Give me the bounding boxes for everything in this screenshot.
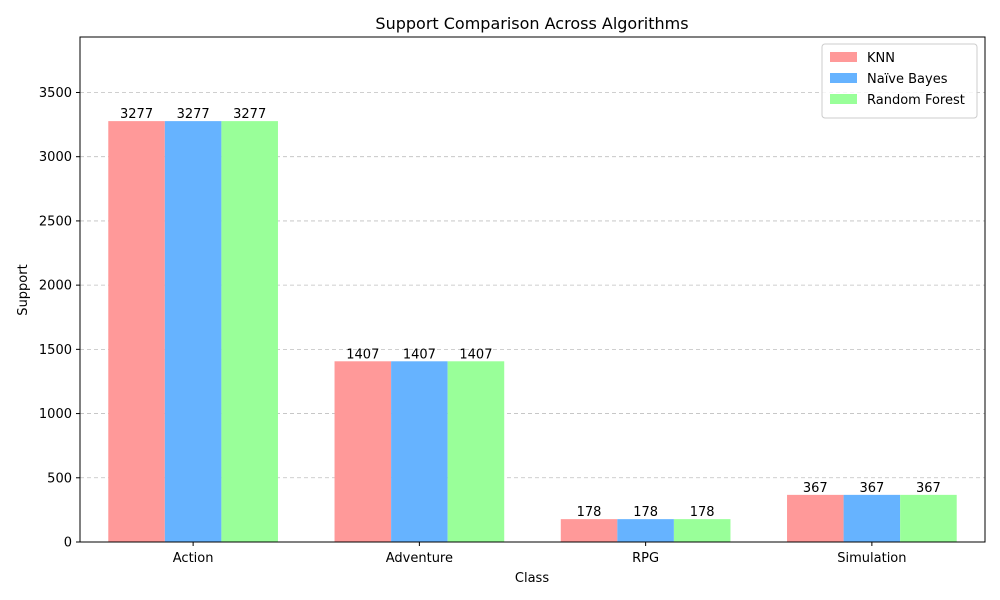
y-tick-label: 1000 bbox=[39, 407, 72, 422]
data-label: 3277 bbox=[120, 107, 153, 122]
data-label: 367 bbox=[916, 481, 941, 496]
y-tick-label: 2000 bbox=[39, 279, 72, 294]
bar bbox=[164, 121, 222, 543]
x-tick-label: RPG bbox=[632, 551, 659, 566]
y-axis: 0 500 1000 1500 2000 2500 3000 3500 bbox=[39, 86, 80, 551]
legend-label: Naïve Bayes bbox=[867, 72, 948, 87]
legend-swatch bbox=[830, 52, 857, 62]
legend-label: KNN bbox=[867, 51, 895, 66]
y-tick-label: 2500 bbox=[39, 214, 72, 229]
bars bbox=[108, 121, 957, 543]
legend-box bbox=[821, 43, 978, 119]
bar bbox=[391, 361, 448, 542]
data-label: 178 bbox=[633, 505, 658, 520]
bar bbox=[447, 361, 505, 542]
data-label: 3277 bbox=[233, 107, 266, 122]
x-tick-label: Simulation bbox=[837, 551, 906, 566]
bar bbox=[617, 519, 674, 542]
data-label: 178 bbox=[690, 505, 715, 520]
plot-frame bbox=[79, 36, 986, 543]
data-label: 367 bbox=[859, 481, 884, 496]
legend-swatch bbox=[830, 94, 857, 104]
data-label: 178 bbox=[577, 505, 602, 520]
legend: KNN Naïve Bayes Random Forest bbox=[821, 43, 978, 119]
data-labels: 3277 3277 3277 1407 1407 1407 178 178 178 367 367 3… bbox=[120, 107, 941, 520]
data-label: 367 bbox=[803, 481, 828, 496]
bar bbox=[334, 361, 392, 542]
data-label: 1407 bbox=[403, 347, 436, 362]
y-tick-label: 3500 bbox=[39, 86, 72, 101]
x-tick-label: Adventure bbox=[386, 551, 453, 566]
bar bbox=[673, 519, 731, 542]
y-tick-label: 3000 bbox=[39, 150, 72, 165]
data-label: 3277 bbox=[177, 107, 210, 122]
x-tick-label: Action bbox=[173, 551, 214, 566]
chart-title: Support Comparison Across Algorithms bbox=[375, 14, 688, 33]
x-axis: Action Adventure RPG Simulation bbox=[173, 542, 907, 566]
bar bbox=[108, 121, 165, 543]
y-tick-label: 1500 bbox=[39, 343, 72, 358]
y-axis-label: Support bbox=[16, 264, 31, 315]
bar bbox=[900, 494, 957, 542]
data-label: 1407 bbox=[459, 347, 492, 362]
data-label: 1407 bbox=[346, 347, 379, 362]
bar bbox=[787, 494, 844, 542]
legend-label: Random Forest bbox=[867, 93, 965, 108]
legend-swatch bbox=[830, 73, 857, 83]
x-axis-label: Class bbox=[515, 571, 549, 586]
y-tick-label: 0 bbox=[64, 536, 72, 551]
y-tick-label: 500 bbox=[47, 471, 72, 486]
bar bbox=[221, 121, 278, 543]
bar bbox=[843, 494, 901, 542]
bar bbox=[560, 519, 618, 542]
